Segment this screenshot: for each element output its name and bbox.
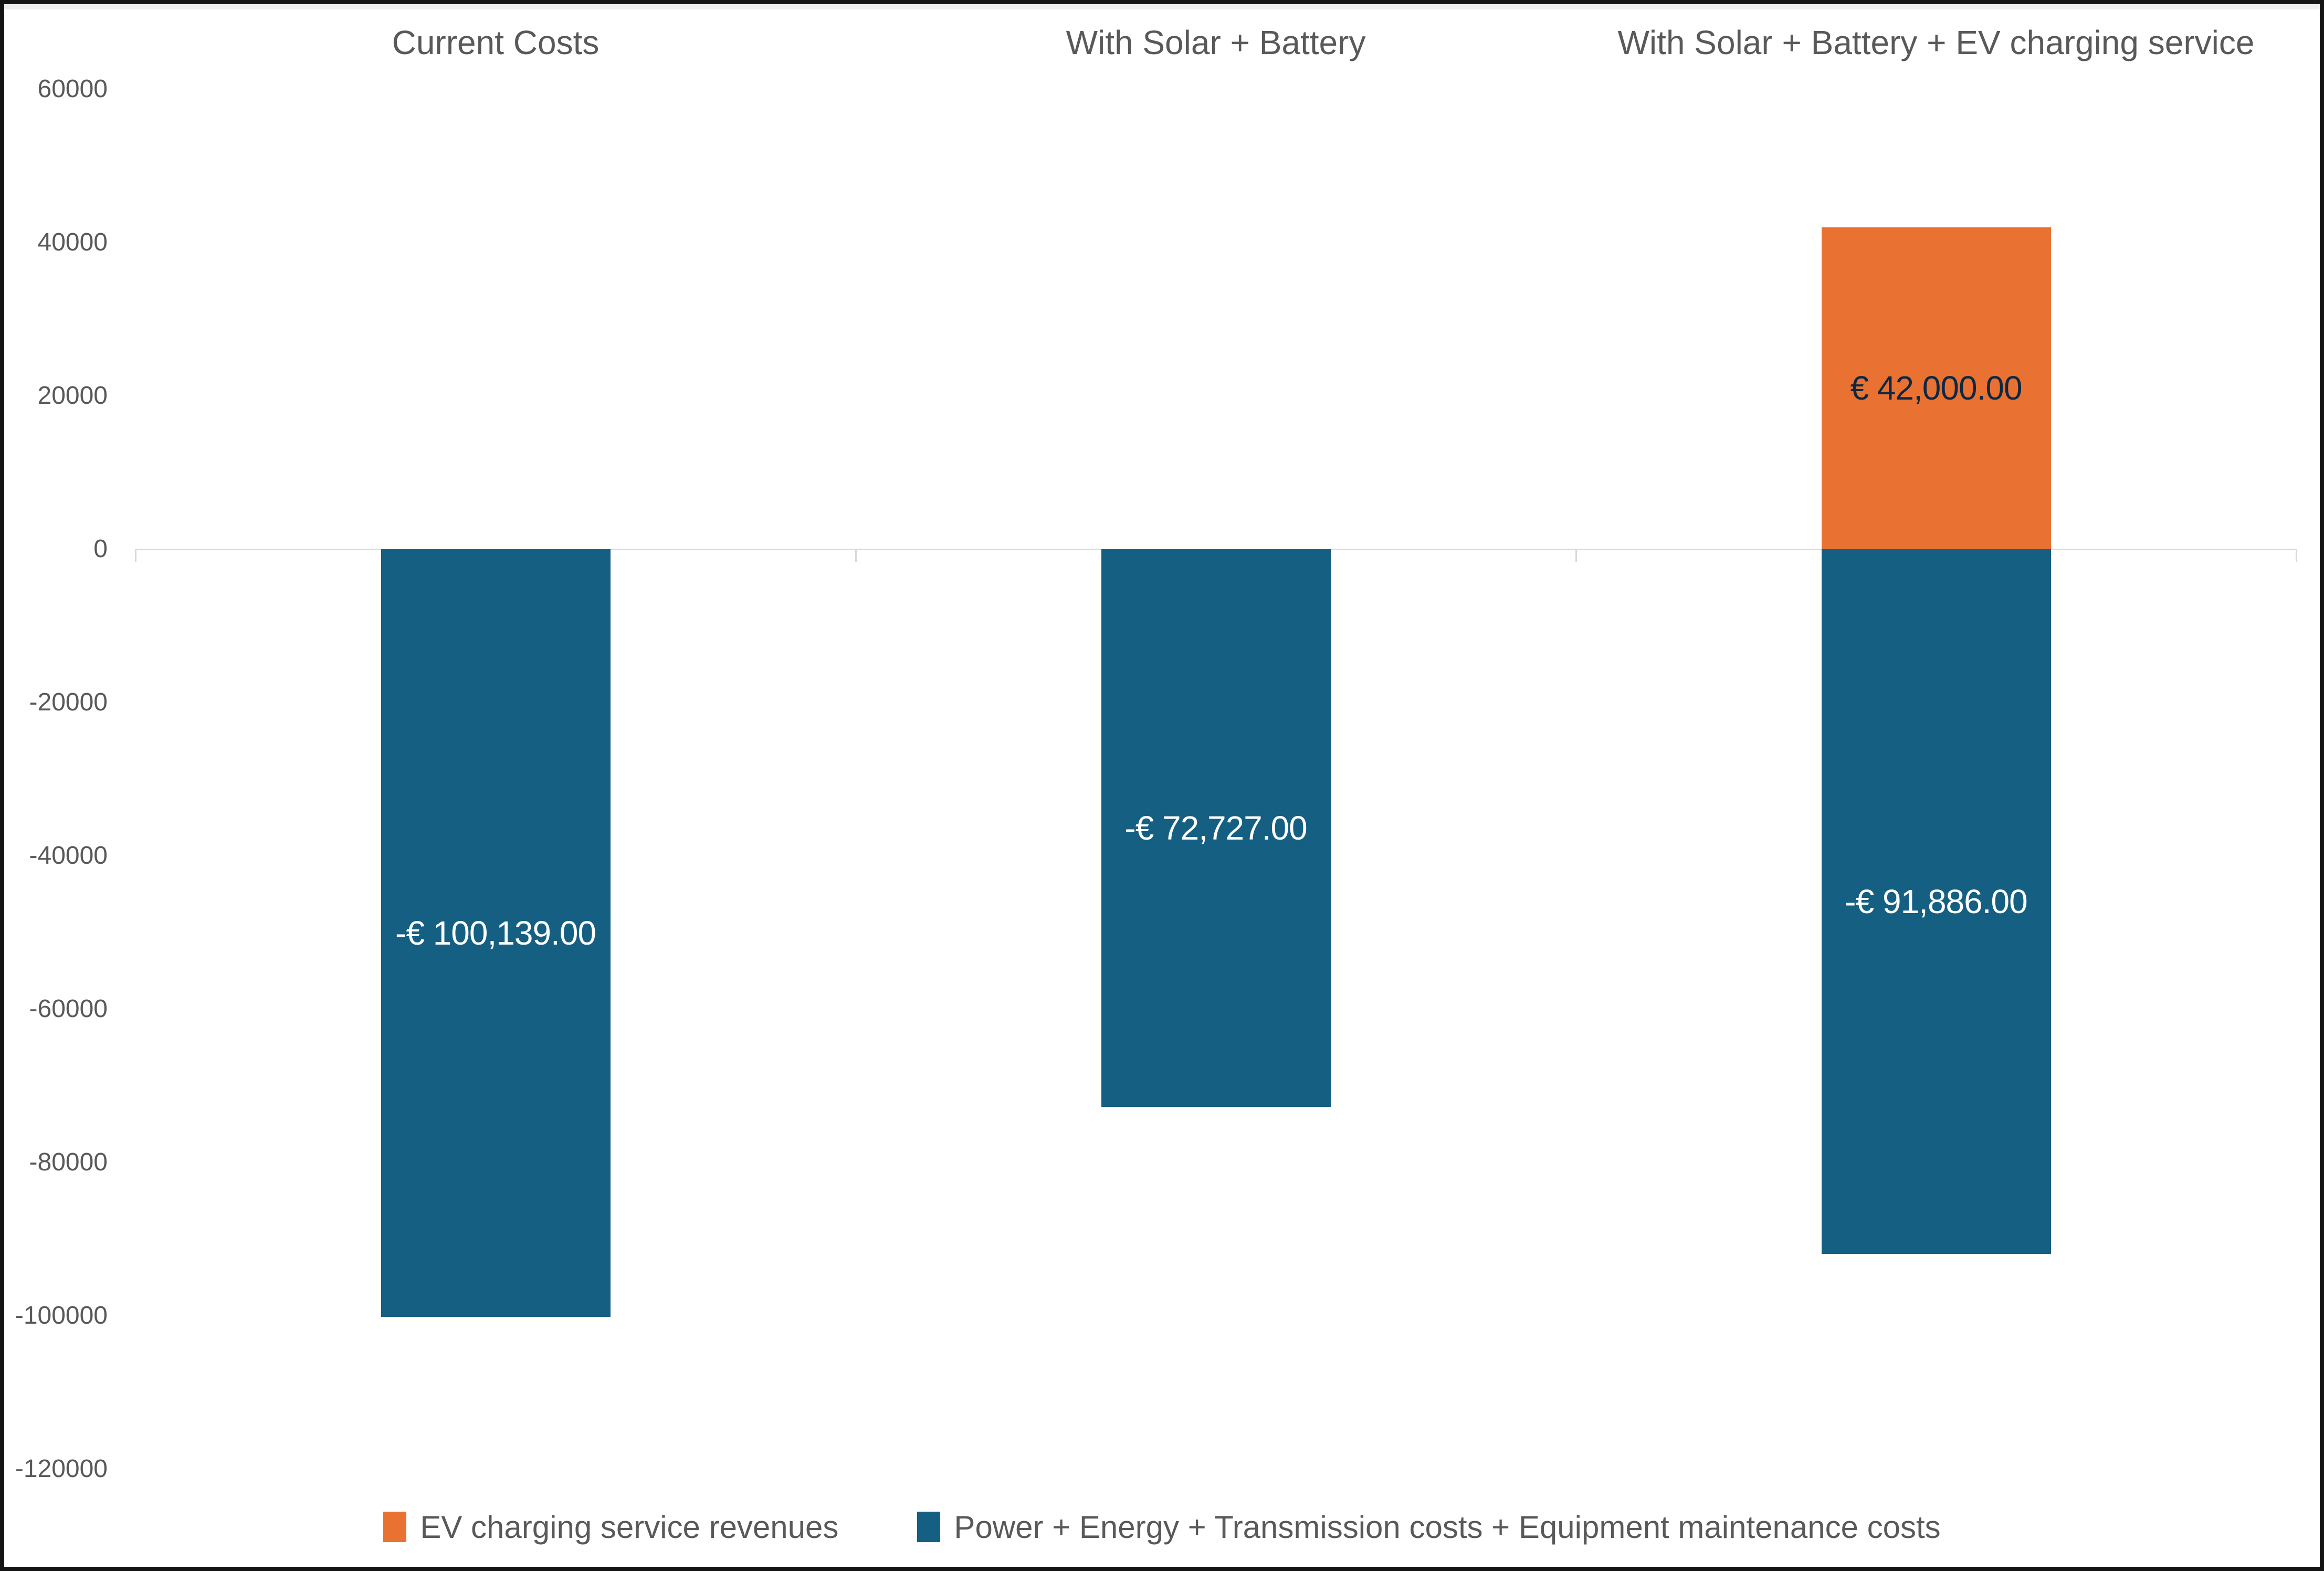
y-axis-tick-label: 20000 xyxy=(37,382,108,410)
category-label: With Solar + Battery + EV charging servi… xyxy=(1617,24,2255,61)
bar-costs[interactable]: -€ 91,886.00 xyxy=(1821,549,2051,1254)
y-axis-tick-label: 60000 xyxy=(37,75,108,103)
y-axis-tick-label: -40000 xyxy=(29,842,108,870)
legend-label: Power + Energy + Transmission costs + Eq… xyxy=(954,1509,1941,1545)
axis-boundary-tick xyxy=(855,549,857,562)
y-axis-tick-label: 0 xyxy=(93,535,108,563)
bar-costs[interactable]: -€ 72,727.00 xyxy=(1101,549,1331,1107)
legend-swatch-icon xyxy=(917,1512,941,1542)
axis-boundary-tick xyxy=(135,549,136,562)
y-axis-tick-label: 40000 xyxy=(37,228,108,256)
y-axis-tick-label: -80000 xyxy=(29,1148,108,1176)
bar-data-label: -€ 72,727.00 xyxy=(1124,809,1307,847)
y-axis-tick-label: -20000 xyxy=(29,688,108,716)
bar-data-label: -€ 100,139.00 xyxy=(395,914,596,952)
legend-item[interactable]: EV charging service revenues xyxy=(383,1509,838,1545)
bar-data-label: € 42,000.00 xyxy=(1850,369,2022,407)
bar-data-label: -€ 91,886.00 xyxy=(1845,882,2027,920)
bar-costs[interactable]: -€ 100,139.00 xyxy=(381,549,611,1317)
y-axis-tick-label: -60000 xyxy=(29,995,108,1023)
legend: EV charging service revenues Power + Ener… xyxy=(4,1503,2320,1551)
category-label: With Solar + Battery xyxy=(1066,24,1366,61)
legend-item[interactable]: Power + Energy + Transmission costs + Eq… xyxy=(917,1509,1941,1545)
category-label: Current Costs xyxy=(392,24,600,61)
axis-boundary-tick xyxy=(1575,549,1577,562)
axis-boundary-tick xyxy=(2296,549,2297,562)
legend-label: EV charging service revenues xyxy=(420,1509,839,1545)
window-top-strip xyxy=(4,4,2320,9)
y-axis-tick-label: -100000 xyxy=(15,1302,108,1329)
y-axis-tick-label: -120000 xyxy=(15,1455,108,1483)
legend-swatch-icon xyxy=(383,1512,407,1542)
bar-revenue[interactable]: € 42,000.00 xyxy=(1821,227,2051,549)
